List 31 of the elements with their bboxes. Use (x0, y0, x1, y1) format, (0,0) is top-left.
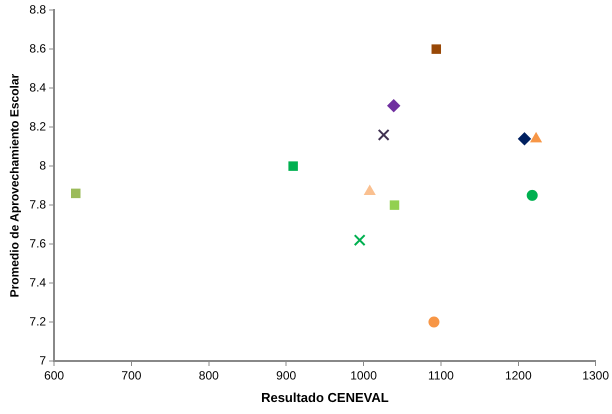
y-tick-label: 8.6 (29, 41, 46, 56)
point (530, 132, 542, 142)
x-tick-label: 800 (198, 368, 220, 383)
y-tick-label: 7.4 (29, 275, 46, 290)
point (428, 316, 440, 328)
point (378, 128, 390, 141)
point (518, 132, 531, 146)
x-tick-label: 1100 (428, 368, 454, 383)
x-tick-label: 1000 (350, 368, 378, 383)
y-tick-label: 8.8 (29, 2, 46, 17)
point (71, 188, 80, 198)
y-tick-label: 7.2 (29, 314, 46, 328)
x-axis-title: Resultado CENEVAL (261, 390, 389, 405)
x-tick-label: 900 (276, 368, 297, 383)
point (288, 161, 298, 171)
x-tick-label: 1300 (582, 368, 610, 383)
y-tick-label: 8.4 (29, 80, 46, 94)
point (432, 44, 442, 54)
y-tick-label: 7.8 (29, 197, 46, 212)
point (354, 234, 366, 246)
point (387, 99, 400, 112)
x-tick-label: 1200 (504, 368, 532, 383)
x-tick-label: 700 (121, 368, 142, 383)
x-tick-label: 600 (44, 368, 64, 383)
y-tick-label: 7 (39, 353, 46, 368)
y-tick-label: 7.6 (29, 236, 46, 250)
y-tick-label: 8.2 (29, 119, 46, 134)
point (390, 200, 400, 210)
y-axis-title: Promedio de Aprovechamiento Escolar (8, 73, 22, 298)
y-tick-label: 8 (39, 158, 46, 172)
point (526, 190, 538, 201)
